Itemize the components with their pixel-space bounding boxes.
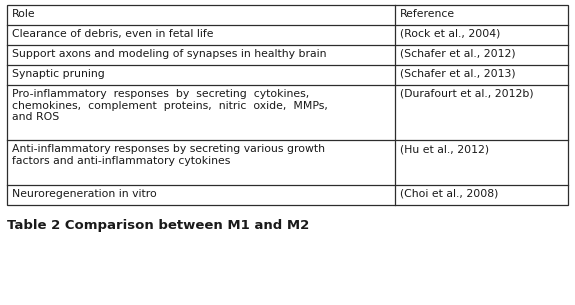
Text: Clearance of debris, even in fetal life: Clearance of debris, even in fetal life (12, 29, 213, 39)
Text: (Durafourt et al., 2012b): (Durafourt et al., 2012b) (400, 89, 534, 99)
Text: Reference: Reference (400, 9, 455, 19)
Text: (Schafer et al., 2012): (Schafer et al., 2012) (400, 49, 516, 59)
Text: Synaptic pruning: Synaptic pruning (12, 69, 105, 79)
Text: Anti-inflammatory responses by secreting various growth
factors and anti-inflamm: Anti-inflammatory responses by secreting… (12, 144, 325, 166)
Text: Role: Role (12, 9, 36, 19)
Text: (Rock et al., 2004): (Rock et al., 2004) (400, 29, 501, 39)
Text: (Schafer et al., 2013): (Schafer et al., 2013) (400, 69, 516, 79)
Text: Table 2 Comparison between M1 and M2: Table 2 Comparison between M1 and M2 (7, 219, 309, 232)
Text: Pro-inflammatory  responses  by  secreting  cytokines,
chemokines,  complement  : Pro-inflammatory responses by secreting … (12, 89, 328, 122)
Text: (Hu et al., 2012): (Hu et al., 2012) (400, 144, 489, 154)
Bar (7, 5, 568, 205)
Text: Neuroregeneration in vitro: Neuroregeneration in vitro (12, 189, 157, 199)
Text: Support axons and modeling of synapses in healthy brain: Support axons and modeling of synapses i… (12, 49, 327, 59)
Text: (Choi et al., 2008): (Choi et al., 2008) (400, 189, 499, 199)
